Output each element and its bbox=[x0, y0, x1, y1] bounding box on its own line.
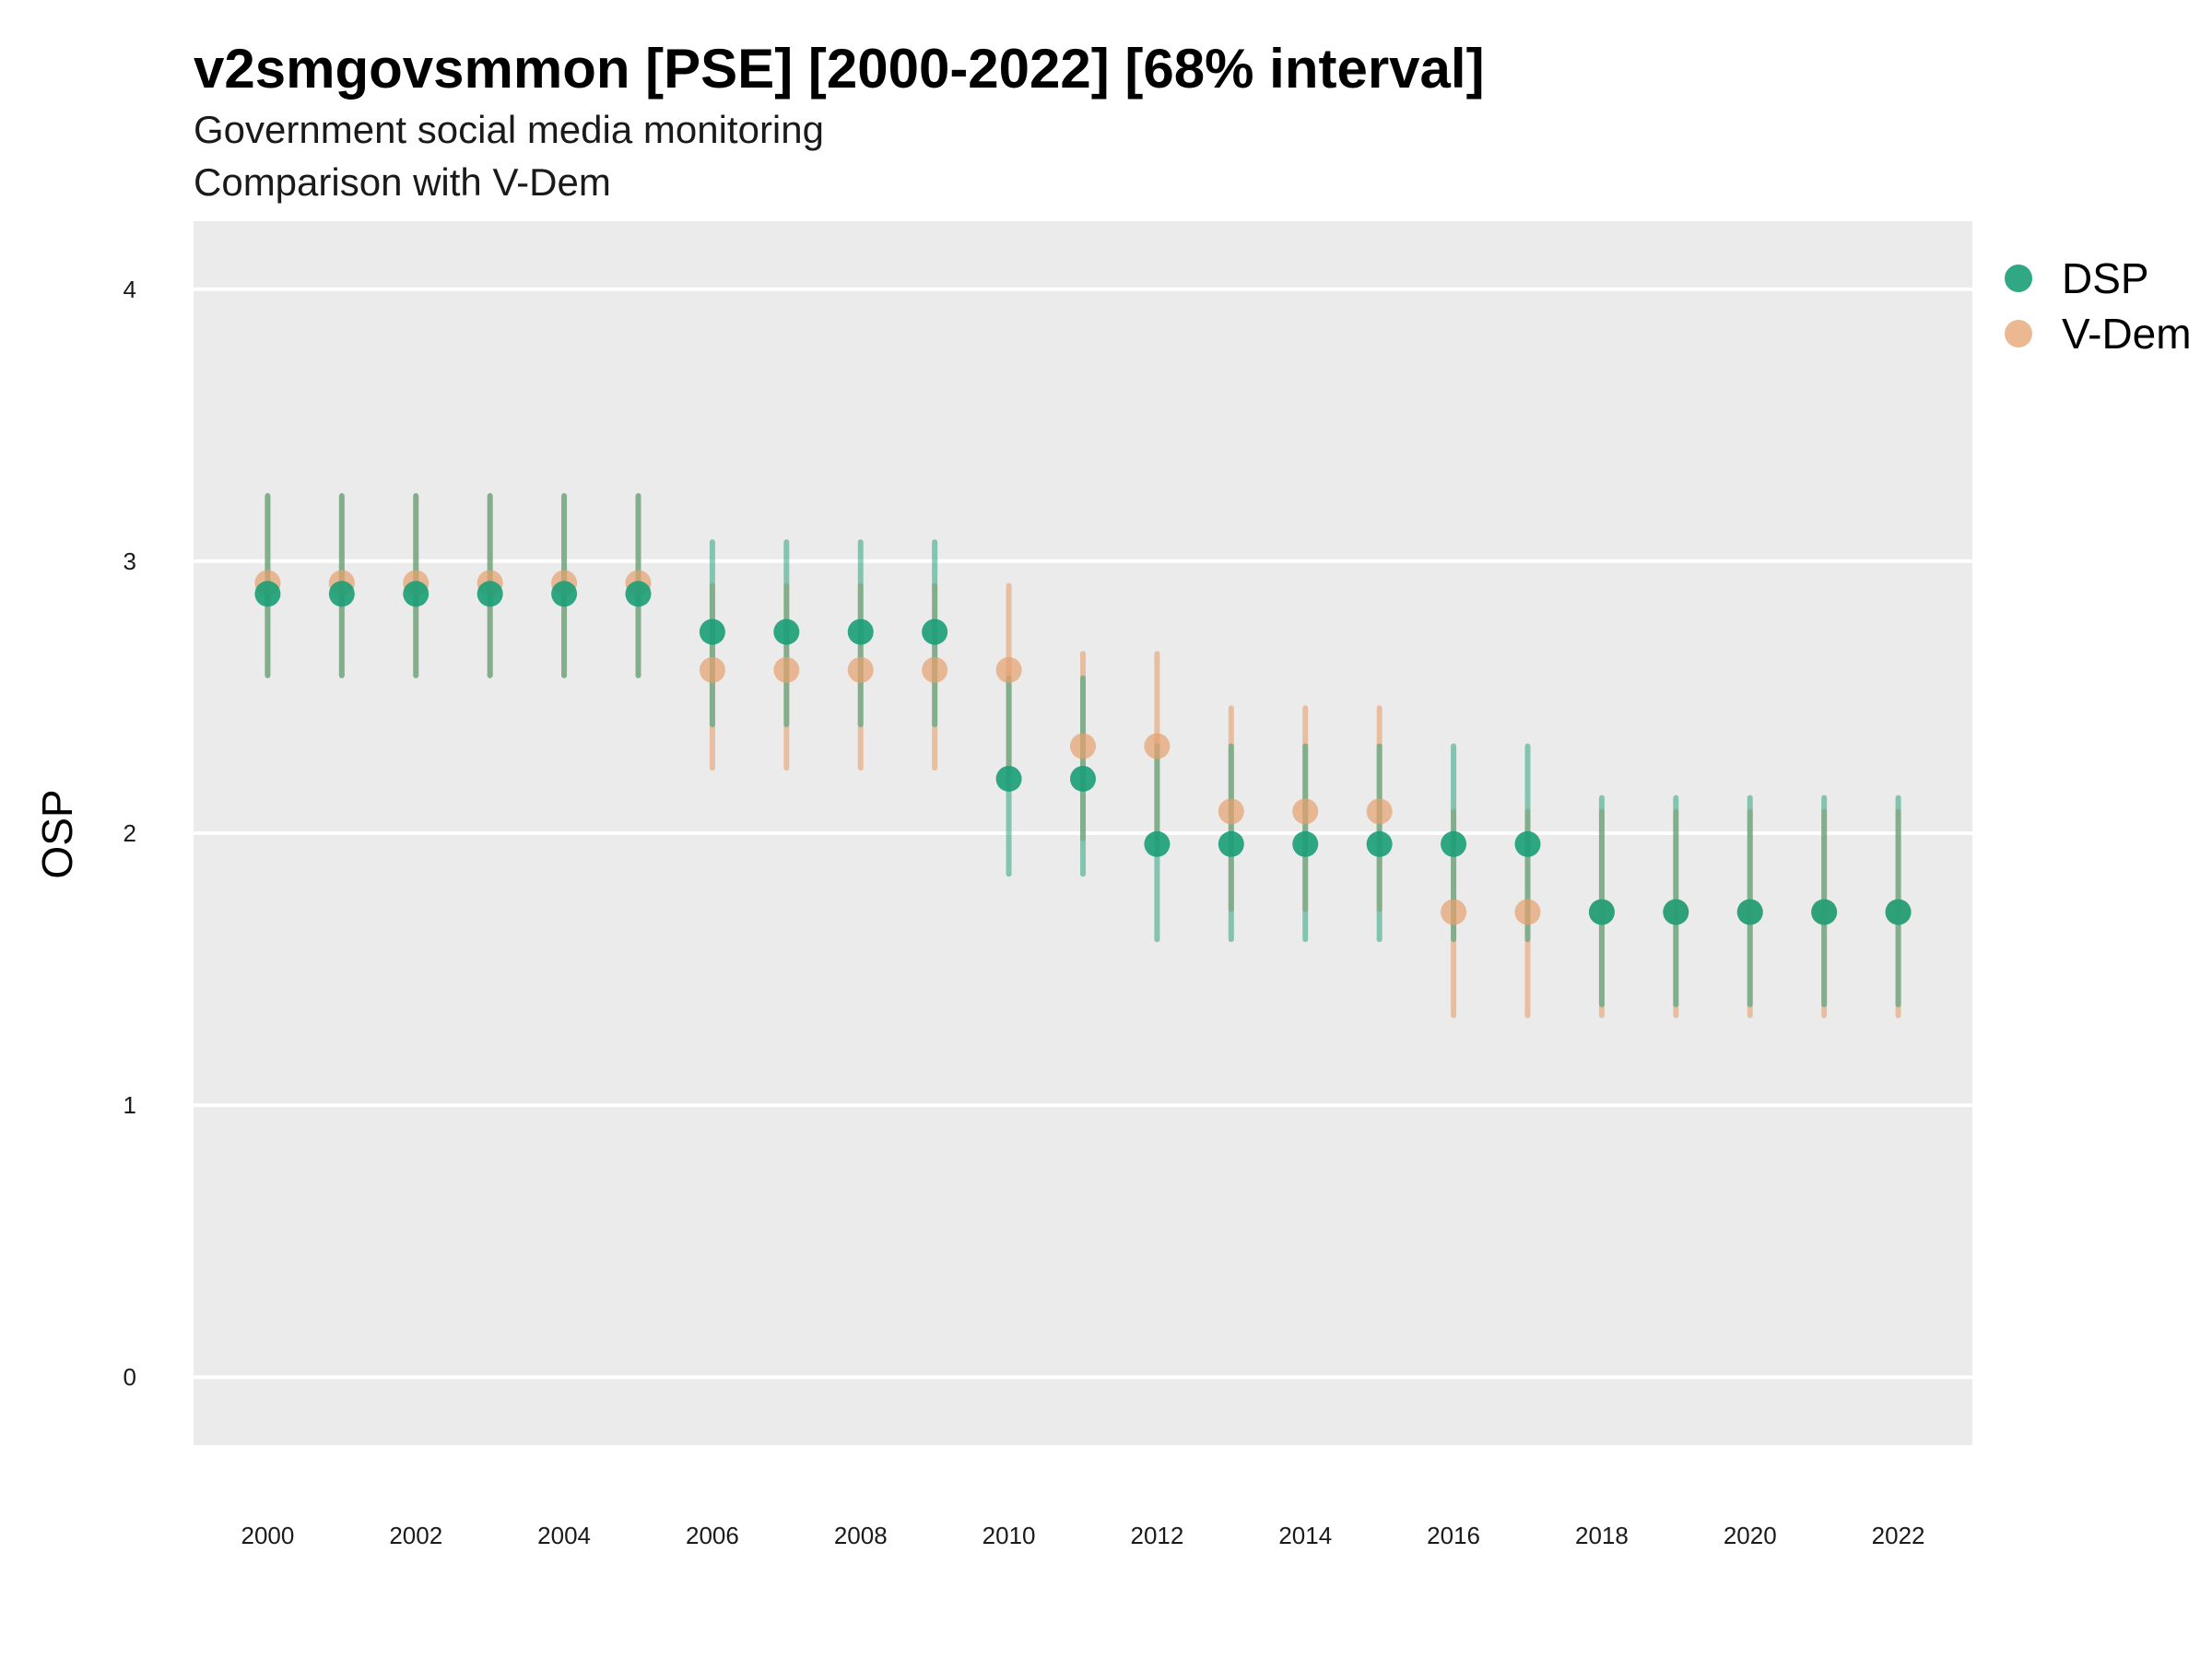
point-dsp bbox=[773, 618, 800, 645]
x-tick-label: 2004 bbox=[537, 1522, 591, 1549]
point-vdem bbox=[1144, 733, 1171, 759]
point-dsp bbox=[1811, 899, 1838, 925]
point-dsp bbox=[1663, 899, 1689, 925]
point-dsp bbox=[922, 618, 948, 645]
legend-marker-vdem bbox=[2005, 320, 2032, 347]
point-dsp bbox=[1441, 830, 1467, 857]
point-vdem bbox=[1366, 798, 1393, 825]
y-tick-label: 1 bbox=[124, 1091, 136, 1119]
point-dsp bbox=[1885, 899, 1912, 925]
y-tick-label: 0 bbox=[124, 1363, 136, 1391]
point-dsp bbox=[328, 581, 355, 607]
y-axis-title: OSP bbox=[33, 789, 81, 878]
point-vdem bbox=[1218, 798, 1244, 825]
point-dsp bbox=[995, 765, 1022, 792]
x-tick-label: 2006 bbox=[686, 1522, 739, 1549]
data-points bbox=[254, 570, 1912, 925]
point-vdem bbox=[1292, 798, 1319, 825]
point-dsp bbox=[403, 581, 429, 607]
point-vdem bbox=[699, 656, 725, 683]
point-vdem bbox=[1514, 899, 1541, 925]
legend-label-dsp: DSP bbox=[2062, 254, 2149, 302]
point-vdem bbox=[847, 656, 874, 683]
x-tick-label: 2002 bbox=[389, 1522, 442, 1549]
legend-label-vdem: V-Dem bbox=[2062, 310, 2192, 358]
point-dsp bbox=[1144, 830, 1171, 857]
y-tick-label: 4 bbox=[124, 276, 136, 303]
y-axis-ticks: 0 1 2 3 4 bbox=[124, 276, 136, 1391]
point-vdem bbox=[922, 656, 948, 683]
x-tick-label: 2016 bbox=[1427, 1522, 1480, 1549]
point-vdem bbox=[995, 656, 1022, 683]
x-tick-label: 2008 bbox=[834, 1522, 888, 1549]
y-tick-label: 2 bbox=[124, 819, 136, 847]
chart-subtitle-1: Government social media monitoring bbox=[194, 108, 824, 151]
point-vdem bbox=[1441, 899, 1467, 925]
point-dsp bbox=[1292, 830, 1319, 857]
y-tick-label: 3 bbox=[124, 547, 136, 575]
point-dsp bbox=[254, 581, 281, 607]
chart-title: v2smgovsmmon [PSE] [2000-2022] [68% inte… bbox=[194, 38, 1485, 100]
point-dsp bbox=[625, 581, 652, 607]
x-tick-label: 2010 bbox=[982, 1522, 1036, 1549]
x-tick-label: 2000 bbox=[241, 1522, 294, 1549]
x-tick-label: 2022 bbox=[1872, 1522, 1925, 1549]
x-tick-label: 2018 bbox=[1575, 1522, 1629, 1549]
point-dsp bbox=[1514, 830, 1541, 857]
legend: DSP V-Dem bbox=[2005, 254, 2192, 358]
point-dsp bbox=[1070, 765, 1096, 792]
x-tick-label: 2014 bbox=[1278, 1522, 1332, 1549]
point-dsp bbox=[1588, 899, 1615, 925]
x-axis-ticks: 2000 2002 2004 2006 2008 2010 2012 2014 2016 2018… bbox=[241, 1522, 1924, 1549]
point-vdem bbox=[773, 656, 800, 683]
point-vdem bbox=[1070, 733, 1096, 759]
chart-subtitle-2: Comparison with V-Dem bbox=[194, 160, 611, 204]
point-dsp bbox=[551, 581, 578, 607]
point-dsp bbox=[1366, 830, 1393, 857]
legend-marker-dsp bbox=[2005, 265, 2032, 292]
x-tick-label: 2020 bbox=[1724, 1522, 1777, 1549]
point-dsp bbox=[1218, 830, 1244, 857]
point-dsp bbox=[477, 581, 503, 607]
point-dsp bbox=[699, 618, 725, 645]
point-dsp bbox=[847, 618, 874, 645]
x-tick-label: 2012 bbox=[1130, 1522, 1183, 1549]
point-dsp bbox=[1736, 899, 1763, 925]
